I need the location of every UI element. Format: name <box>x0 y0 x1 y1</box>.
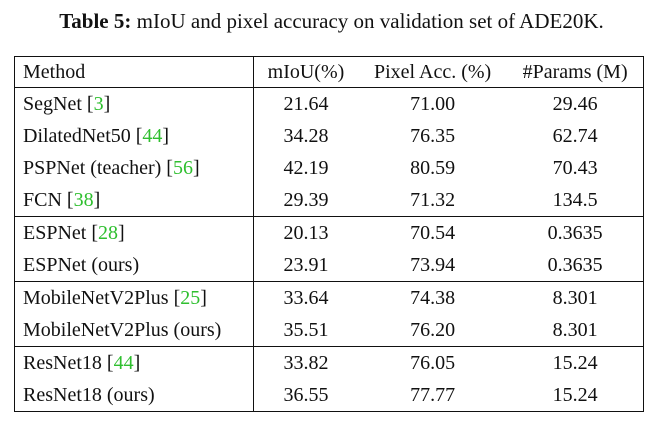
pixel-acc-cell: 76.20 <box>410 318 456 341</box>
method-cell: PSPNet (teacher) [56] <box>14 152 254 184</box>
pixel-acc-cell: 76.05 <box>410 351 456 374</box>
method-name: ResNet18 (ours) <box>23 383 155 406</box>
caption-text: mIoU and pixel accuracy on validation se… <box>131 9 604 33</box>
miou-cell: 42.19 <box>283 156 329 179</box>
miou-cell: 34.28 <box>283 124 329 147</box>
params-cell: 134.5 <box>552 188 598 211</box>
pixel-acc-cell: 71.32 <box>410 188 456 211</box>
method-cell: ResNet18 (ours) <box>14 379 254 412</box>
table-group: ResNet18 [44] 33.82 76.05 15.24 ResNet18 (ou… <box>14 346 644 412</box>
params-cell: 62.74 <box>552 124 598 147</box>
method-cell: DilatedNet50 [44] <box>14 120 254 152</box>
table-row: SegNet [3] 21.64 71.00 29.46 <box>14 87 644 120</box>
method-name: SegNet <box>23 92 82 115</box>
miou-cell: 20.13 <box>283 221 329 244</box>
params-cell: 8.301 <box>552 318 598 341</box>
pixel-acc-cell: 70.54 <box>410 221 456 244</box>
miou-cell: 29.39 <box>283 188 329 211</box>
citation-link[interactable]: 44 <box>113 351 134 374</box>
header-method: Method <box>14 56 254 88</box>
params-cell: 15.24 <box>552 383 598 406</box>
table-row: ESPNet (ours) 23.91 73.94 0.3635 <box>14 249 644 282</box>
pixel-acc-cell: 76.35 <box>410 124 456 147</box>
method-cell: FCN [38] <box>14 184 254 217</box>
citation-link[interactable]: 44 <box>142 124 163 147</box>
method-name: ESPNet <box>23 221 87 244</box>
method-cell: ResNet18 [44] <box>14 346 254 379</box>
method-cell: ESPNet [28] <box>14 216 254 249</box>
method-name: MobileNetV2Plus (ours) <box>23 318 222 341</box>
method-name: MobileNetV2Plus <box>23 286 169 309</box>
params-cell: 15.24 <box>552 351 598 374</box>
caption-label: Table 5: <box>59 9 132 33</box>
method-name: PSPNet (teacher) <box>23 156 162 179</box>
table-row: ESPNet [28] 20.13 70.54 0.3635 <box>14 216 644 249</box>
method-name: ESPNet (ours) <box>23 253 140 276</box>
citation-link[interactable]: 56 <box>172 156 193 179</box>
params-cell: 0.3635 <box>547 253 603 276</box>
table-group: MobileNetV2Plus [25] 33.64 74.38 8.301 Mobil… <box>14 281 644 347</box>
header-pixel-acc: Pixel Acc. (%) <box>357 56 508 88</box>
citation-link[interactable]: 38 <box>73 188 94 211</box>
miou-cell: 33.64 <box>283 286 329 309</box>
table-row: FCN [38] 29.39 71.32 134.5 <box>14 184 644 217</box>
results-table-container: Method mIoU(%) Pixel Acc. (%) #Params (M… <box>14 56 644 412</box>
method-name: DilatedNet50 <box>23 124 131 147</box>
pixel-acc-cell: 71.00 <box>410 92 456 115</box>
table-row: DilatedNet50 [44] 34.28 76.35 62.74 <box>14 120 644 152</box>
table-caption: Table 5: mIoU and pixel accuracy on vali… <box>0 8 663 34</box>
citation-link[interactable]: 28 <box>98 221 119 244</box>
params-cell: 8.301 <box>552 286 598 309</box>
table-row: ResNet18 (ours) 36.55 77.77 15.24 <box>14 379 644 412</box>
method-cell: MobileNetV2Plus (ours) <box>14 314 254 347</box>
pixel-acc-cell: 77.77 <box>410 383 456 406</box>
miou-cell: 36.55 <box>283 383 329 406</box>
miou-cell: 23.91 <box>283 253 329 276</box>
header-miou: mIoU(%) <box>253 56 358 88</box>
results-table: Method mIoU(%) Pixel Acc. (%) #Params (M… <box>14 56 644 412</box>
params-cell: 0.3635 <box>547 221 603 244</box>
params-cell: 70.43 <box>552 156 598 179</box>
pixel-acc-cell: 74.38 <box>410 286 456 309</box>
miou-cell: 35.51 <box>283 318 329 341</box>
table-group: ESPNet [28] 20.13 70.54 0.3635 ESPNet (ours)… <box>14 216 644 282</box>
pixel-acc-cell: 80.59 <box>410 156 456 179</box>
header-row: Method mIoU(%) Pixel Acc. (%) #Params (M… <box>14 56 644 88</box>
method-name: FCN <box>23 188 62 211</box>
params-cell: 29.46 <box>552 92 598 115</box>
table-row: MobileNetV2Plus [25] 33.64 74.38 8.301 <box>14 281 644 314</box>
citation-link[interactable]: 3 <box>93 92 104 115</box>
method-cell: SegNet [3] <box>14 87 254 120</box>
method-cell: MobileNetV2Plus [25] <box>14 281 254 314</box>
citation-link[interactable]: 25 <box>180 286 201 309</box>
header-params: #Params (M) <box>507 56 644 88</box>
table-row: ResNet18 [44] 33.82 76.05 15.24 <box>14 346 644 379</box>
table-row: MobileNetV2Plus (ours) 35.51 76.20 8.301 <box>14 314 644 347</box>
method-cell: ESPNet (ours) <box>14 249 254 282</box>
pixel-acc-cell: 73.94 <box>410 253 456 276</box>
method-name: ResNet18 <box>23 351 102 374</box>
table-row: PSPNet (teacher) [56] 42.19 80.59 70.43 <box>14 152 644 184</box>
miou-cell: 33.82 <box>283 351 329 374</box>
miou-cell: 21.64 <box>283 92 329 115</box>
table-group: SegNet [3] 21.64 71.00 29.46 DilatedNet50 [4… <box>14 87 644 217</box>
